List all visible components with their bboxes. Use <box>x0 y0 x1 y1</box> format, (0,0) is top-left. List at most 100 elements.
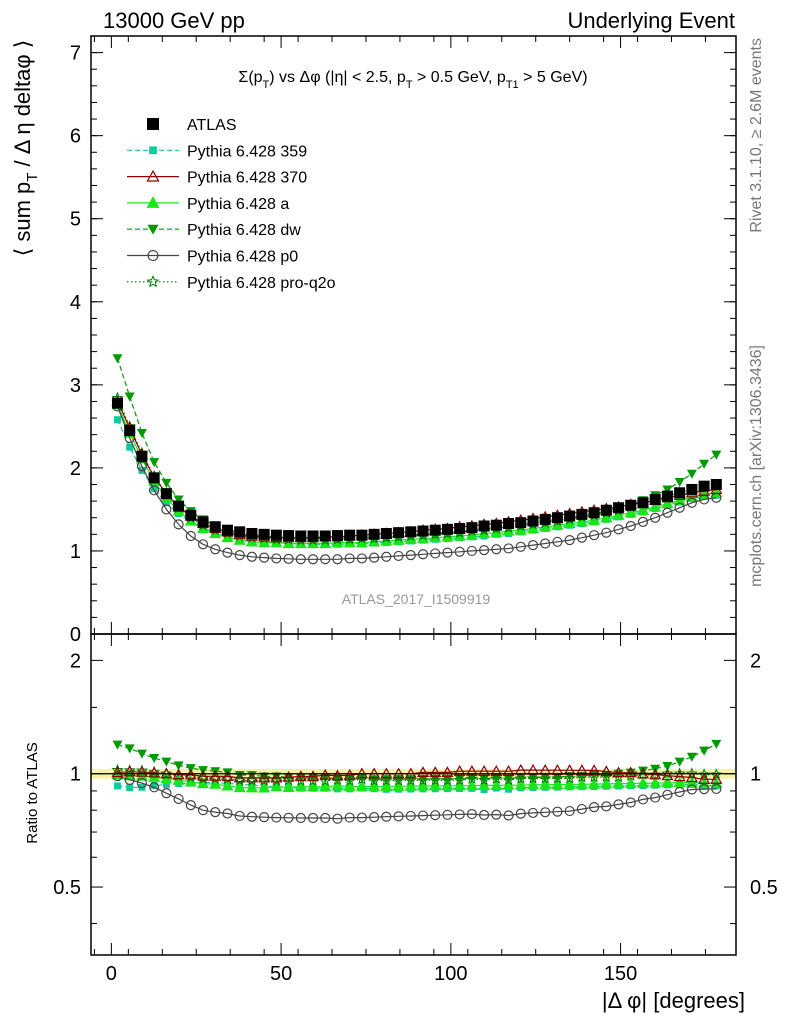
ratio-point <box>369 812 380 823</box>
series-atlas <box>111 397 722 542</box>
ratio-point <box>149 782 160 793</box>
ratio-point <box>173 793 184 805</box>
data-point <box>441 523 453 535</box>
ratio-point <box>332 813 343 824</box>
ratio-point <box>649 768 662 780</box>
data-point <box>564 535 575 546</box>
ratio-point <box>539 778 552 790</box>
legend-marker <box>149 146 157 155</box>
data-point <box>686 483 698 495</box>
ratio-point <box>612 777 625 789</box>
data-point <box>161 504 172 515</box>
data-point <box>246 528 258 540</box>
data-point <box>320 554 331 565</box>
ratio-point <box>331 769 344 781</box>
ratio-point <box>306 780 320 792</box>
ratio-point <box>600 777 613 789</box>
data-point <box>698 480 710 492</box>
ratio-point <box>674 786 685 798</box>
ratio-point <box>135 769 148 781</box>
ratio-point <box>698 768 711 780</box>
data-point <box>136 429 147 439</box>
ratio-point <box>320 812 331 824</box>
data-point <box>111 397 123 409</box>
ratio-point <box>319 780 332 792</box>
ratio-point <box>331 779 344 791</box>
ratio-point <box>430 810 441 821</box>
ratio-point <box>222 808 233 819</box>
data-point <box>136 450 148 462</box>
ratio-point <box>540 773 551 783</box>
ratio-point <box>673 770 686 782</box>
data-point <box>344 529 356 541</box>
tick-label: 0.5 <box>53 877 81 899</box>
plot-title: Σ(pT) vs Δφ (|η| < 2.5, pT > 0.5 GeV, pT… <box>238 69 587 91</box>
data-point <box>429 524 441 536</box>
data-point <box>600 511 613 523</box>
ratio-point <box>246 811 258 822</box>
data-point <box>686 497 697 508</box>
ratio-point <box>405 810 416 822</box>
ratio-point <box>613 799 624 810</box>
rivet-label: Rivet 3.1.10, ≥ 2.6M events <box>748 38 765 233</box>
data-point <box>124 392 135 402</box>
tick-label: 3 <box>70 375 81 397</box>
legend-item: Pythia 6.428 370 <box>127 170 307 187</box>
ratio-point <box>306 770 320 782</box>
ratio-point <box>393 811 404 822</box>
data-point <box>124 425 136 437</box>
ratio-point <box>612 766 625 778</box>
data-point <box>246 551 258 562</box>
tick-label: 7 <box>70 43 81 65</box>
ratio-point <box>588 777 601 789</box>
legend-label: Pythia 6.428 dw <box>187 222 301 239</box>
ratio-point <box>112 740 123 750</box>
ratio-point <box>710 768 723 780</box>
data-point <box>625 520 636 532</box>
data-point <box>674 502 685 513</box>
ratio-point <box>454 809 465 820</box>
ratio-point <box>478 773 491 786</box>
ratio-point <box>221 779 234 791</box>
ratio-point <box>320 773 331 783</box>
main-plot: 0 1 2 3 4 5 6 7 <box>70 35 737 646</box>
data-point <box>699 459 710 469</box>
data-point <box>319 530 331 542</box>
ratio-point <box>381 811 392 822</box>
ratio-point <box>589 770 600 780</box>
ratio-point <box>197 777 210 789</box>
ratio-point <box>319 768 332 780</box>
ratio-point <box>502 778 515 790</box>
ratio-point <box>113 782 121 790</box>
data-point <box>160 488 172 500</box>
ratio-point <box>711 739 722 749</box>
legend-item: Pythia 6.428 pro-q2o <box>127 275 336 292</box>
legend-label: Pythia 6.428 370 <box>187 170 307 187</box>
legend-label: Pythia 6.428 pro-q2o <box>187 275 336 292</box>
ratio-point <box>699 746 710 756</box>
ratio-point <box>416 774 430 786</box>
data-point <box>637 497 649 509</box>
ratio-point <box>575 778 588 789</box>
ratio-point <box>368 780 381 792</box>
data-point <box>612 508 625 520</box>
ratio-point <box>453 779 466 791</box>
ratio-point <box>453 764 466 776</box>
ratio-point <box>686 752 697 762</box>
data-point <box>454 546 465 557</box>
data-point <box>613 502 625 514</box>
ratio-point <box>270 771 283 783</box>
ratio-point <box>624 766 637 778</box>
ratio-point <box>209 777 222 789</box>
ratio-point <box>270 780 283 792</box>
data-point <box>503 518 515 530</box>
ratio-point <box>710 773 723 784</box>
legend-item: Pythia 6.428 a <box>127 196 289 213</box>
ratio-point <box>526 778 540 790</box>
ratio-point <box>674 757 685 767</box>
ratio-point <box>624 777 637 789</box>
data-point <box>149 485 160 496</box>
data-point <box>417 525 429 537</box>
data-point <box>478 520 490 532</box>
ratio-point <box>430 775 441 785</box>
